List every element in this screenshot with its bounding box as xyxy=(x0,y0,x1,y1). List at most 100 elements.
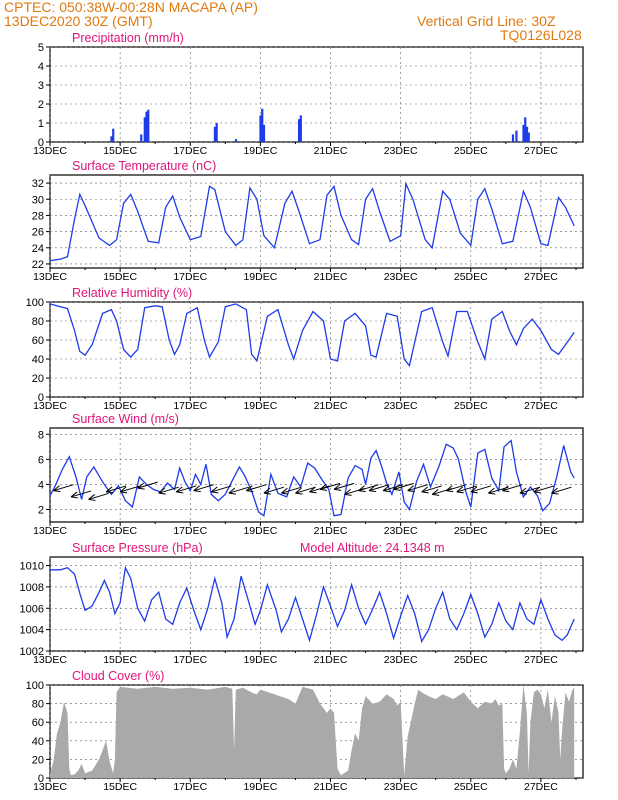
rh-xtick-label: 23DEC xyxy=(384,400,418,412)
wind-vector xyxy=(309,485,330,493)
model-run-id: TQ0126L028 xyxy=(500,27,582,43)
cloud-ytick-label: 60 xyxy=(32,717,44,729)
wind-line xyxy=(49,439,575,517)
pressure-xtick-label: 13DEC xyxy=(33,654,67,666)
precip-bar xyxy=(261,108,264,142)
cloud-xtick-label: 21DEC xyxy=(314,781,348,793)
pressure-xtick-label: 27DEC xyxy=(524,654,558,666)
wind-vector-head xyxy=(309,486,317,494)
pressure-xtick-label: 15DEC xyxy=(103,654,137,666)
pressure-line xyxy=(50,565,575,644)
wind-vector xyxy=(53,484,74,492)
wind-vector xyxy=(358,484,379,492)
temp-ytick-label: 30 xyxy=(32,194,44,206)
wind-vector xyxy=(158,486,179,494)
wind-vector xyxy=(551,486,572,494)
temp-xtick-label: 17DEC xyxy=(173,271,207,283)
wind-vector-head xyxy=(502,485,510,493)
wind-vector-head xyxy=(407,485,415,493)
wind-vector-head xyxy=(246,485,254,493)
rh-xtick-label: 25DEC xyxy=(454,400,488,412)
pressure-xtick-label: 19DEC xyxy=(243,654,277,666)
precip-xtick-label: 13DEC xyxy=(33,145,67,157)
wind-xtick-label: 25DEC xyxy=(454,525,488,537)
station-header: CPTEC: 050:38W-00:28N MACAPA (AP) xyxy=(4,0,258,15)
wind-vector xyxy=(246,484,267,492)
cloud-ytick-label: 80 xyxy=(32,699,44,711)
temp-xtick-label: 13DEC xyxy=(33,271,67,283)
pressure-frame xyxy=(49,556,584,652)
precip-frame xyxy=(49,46,584,143)
cloud-xtick-label: 23DEC xyxy=(384,781,418,793)
pressure-title: Surface Pressure (hPa) xyxy=(72,541,203,555)
wind-title: Surface Wind (m/s) xyxy=(72,412,179,426)
temp-title: Surface Temperature (nC) xyxy=(72,159,216,173)
precip-title: Precipitation (mm/h) xyxy=(72,31,184,45)
cloud-ytick-label: 0 xyxy=(38,773,44,785)
wind-vector xyxy=(70,490,92,498)
precip-ytick-label: 3 xyxy=(38,80,44,92)
pressure-ytick-label: 1006 xyxy=(20,603,44,615)
wind-xtick-label: 13DEC xyxy=(33,525,67,537)
wind-ytick-label: 8 xyxy=(38,429,44,441)
wind-xtick-label: 21DEC xyxy=(314,525,348,537)
temp-ytick-label: 24 xyxy=(32,243,44,255)
wind-vector xyxy=(228,486,249,494)
wind-xtick-label: 15DEC xyxy=(103,525,137,537)
temp-ytick-label: 32 xyxy=(32,178,44,190)
rh-title: Relative Humidity (%) xyxy=(72,286,192,300)
wind-vector xyxy=(456,485,477,493)
precip-xtick-label: 19DEC xyxy=(243,145,277,157)
wind-vector xyxy=(193,484,214,492)
wind-vector xyxy=(533,485,555,493)
rh-frame xyxy=(49,301,584,398)
cloud-xtick-label: 25DEC xyxy=(454,781,488,793)
temp-xtick-label: 27DEC xyxy=(524,271,558,283)
precip-ytick-label: 4 xyxy=(38,61,44,73)
wind-vector-head xyxy=(228,487,236,495)
wind-vector-head xyxy=(70,491,79,499)
wind-vector xyxy=(519,486,541,494)
precip-xtick-label: 27DEC xyxy=(524,145,558,157)
wind-vector-head xyxy=(431,489,440,496)
wind-vector-head xyxy=(358,485,366,493)
wind-vector xyxy=(211,485,232,493)
wind-vector xyxy=(263,486,285,494)
wind-vector-head xyxy=(295,487,303,495)
precip-bar xyxy=(525,126,529,142)
wind-vector xyxy=(393,482,414,490)
precip-ytick-label: 5 xyxy=(38,42,44,54)
precip-bar xyxy=(297,119,301,142)
precip-bar xyxy=(147,109,150,142)
precip-bar xyxy=(145,111,148,142)
temp-ytick-label: 22 xyxy=(32,259,44,271)
wind-vector-head xyxy=(333,484,342,491)
precip-bar xyxy=(511,134,515,142)
wind-ytick-label: 6 xyxy=(38,454,44,466)
precip-bar xyxy=(527,132,530,142)
rh-xtick-label: 21DEC xyxy=(314,400,348,412)
precip-bar xyxy=(234,139,238,142)
precip-ytick-label: 2 xyxy=(38,99,44,111)
rh-ytick-label: 20 xyxy=(32,373,44,385)
precip-xtick-label: 21DEC xyxy=(314,145,348,157)
wind-vector-head xyxy=(137,482,145,490)
temp-xtick-label: 21DEC xyxy=(314,271,348,283)
temp-frame xyxy=(49,174,584,269)
wind-vector xyxy=(502,484,523,492)
wind-vector-head xyxy=(88,494,96,501)
wind-vector xyxy=(176,485,197,493)
wind-vector xyxy=(119,485,141,493)
temp-xtick-label: 19DEC xyxy=(243,271,277,283)
pressure-ytick-label: 1008 xyxy=(20,582,44,594)
pressure-xtick-label: 25DEC xyxy=(454,654,488,666)
pressure-xtick-label: 17DEC xyxy=(173,654,207,666)
cloud-ytick-label: 40 xyxy=(32,736,44,748)
wind-vector xyxy=(137,481,158,489)
wind-vector-head xyxy=(421,486,429,494)
wind-xtick-label: 19DEC xyxy=(243,525,277,537)
temp-xtick-label: 15DEC xyxy=(103,271,137,283)
cloud-xtick-label: 19DEC xyxy=(243,781,277,793)
pressure-ytick-label: 1002 xyxy=(20,646,44,658)
wind-vector-head xyxy=(158,487,166,495)
